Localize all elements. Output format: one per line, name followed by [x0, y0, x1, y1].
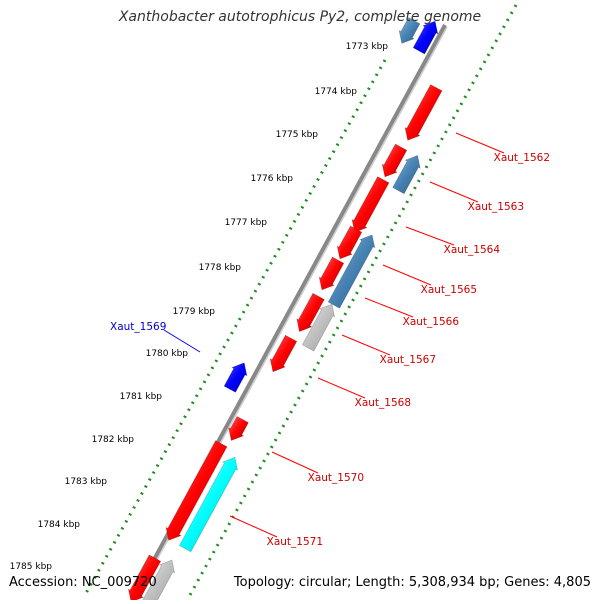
leader-line [229, 515, 278, 538]
leader-line [405, 226, 455, 246]
gene-arrow[interactable] [392, 154, 421, 195]
gene-arrow[interactable] [178, 456, 238, 553]
gene-arrow[interactable] [351, 176, 390, 233]
accession-text: Accession: NC_009720 [9, 575, 157, 590]
gene-arrow[interactable] [296, 292, 325, 333]
gene-arrow[interactable] [327, 234, 376, 309]
kbp-label: 1782 kbp [92, 435, 135, 445]
gene-arrow[interactable] [404, 84, 443, 141]
gene-label[interactable]: Xaut_1564 [444, 244, 501, 256]
gene-label[interactable]: Xaut_1571 [267, 536, 323, 548]
leader-line [455, 132, 505, 154]
leader-line [271, 451, 319, 474]
leader-line [317, 377, 366, 399]
leader-line [429, 181, 479, 203]
kbp-label: 1780 kbp [146, 349, 189, 359]
kbp-label: 1778 kbp [199, 263, 242, 273]
kbp-label: 1774 kbp [315, 87, 358, 97]
kbp-label: 1785 kbp [10, 562, 53, 572]
gene-label[interactable]: Xaut_1566 [403, 316, 460, 328]
ruler-ticks-inner [188, 4, 518, 596]
summary-text: Topology: circular; Length: 5,308,934 bp… [233, 575, 591, 590]
gene-arrow[interactable] [398, 17, 421, 44]
gene-arrow[interactable] [381, 143, 408, 178]
kbp-label: 1775 kbp [276, 130, 319, 140]
kbp-label: 1783 kbp [65, 477, 108, 487]
gene-label-selected[interactable]: Xaut_1569 [110, 321, 166, 333]
gene-arrow[interactable] [301, 303, 336, 352]
gene-label[interactable]: Xaut_1567 [380, 354, 436, 366]
gene-label[interactable]: Xaut_1563 [468, 201, 524, 213]
gene-label[interactable]: Xaut_1565 [421, 284, 477, 296]
kbp-label: 1779 kbp [173, 307, 216, 317]
leader-line [364, 297, 414, 318]
gene-arrow[interactable] [228, 415, 249, 441]
kbp-label-group: 1773 kbp 1774 kbp 1775 kbp 1776 kbp 1777 kbp… [10, 42, 389, 572]
gene-arrow[interactable] [269, 334, 298, 373]
gene-arrow[interactable] [412, 20, 439, 55]
leader-line [341, 334, 391, 356]
leader-line-selected [163, 329, 201, 353]
kbp-label: 1784 kbp [38, 520, 81, 530]
gene-arrow[interactable] [336, 225, 363, 260]
kbp-label: 1777 kbp [225, 218, 268, 228]
gene-arrow[interactable] [165, 440, 228, 541]
gene-arrow[interactable] [223, 362, 248, 393]
kbp-label: 1776 kbp [251, 174, 294, 184]
kbp-label: 1781 kbp [120, 392, 163, 402]
kbp-label: 1773 kbp [346, 42, 389, 52]
leader-line-group [163, 132, 505, 538]
gene-arrow[interactable] [318, 256, 345, 291]
leader-line [382, 264, 432, 286]
page-title: Xanthobacter autotrophicus Py2, complete… [118, 9, 482, 25]
gene-label[interactable]: Xaut_1568 [355, 397, 411, 409]
gene-label[interactable]: Xaut_1562 [494, 152, 550, 164]
gene-label-group: Xaut_1562 Xaut_1563 Xaut_1564 Xaut_1565 Xaut… [110, 152, 550, 548]
gene-label[interactable]: Xaut_1570 [308, 472, 364, 484]
gene-feature-group [127, 17, 443, 604]
